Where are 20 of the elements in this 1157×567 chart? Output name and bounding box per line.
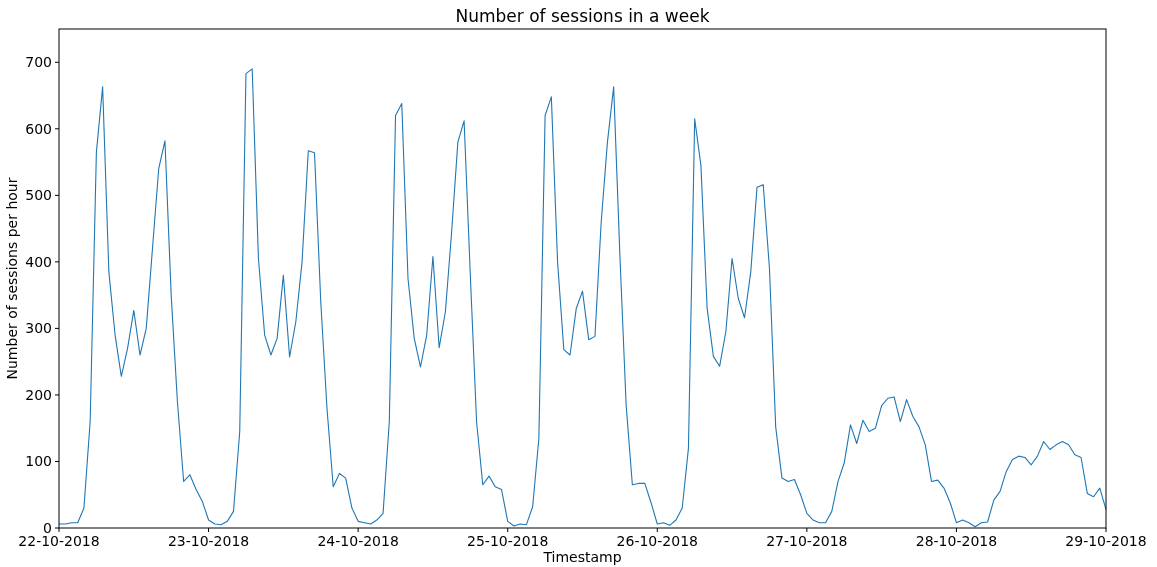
y-axis-title: Number of sessions per hour [4, 177, 20, 380]
y-tick-label: 100 [25, 453, 52, 470]
y-tick-label: 700 [25, 54, 52, 71]
y-tick-label: 200 [25, 386, 52, 403]
x-axis-title: Timestamp [542, 549, 622, 565]
y-tick-label: 400 [25, 253, 52, 270]
y-tick-label: 600 [25, 120, 52, 137]
y-tick-label: 0 [43, 519, 52, 536]
x-tick-label: 23-10-2018 [167, 533, 250, 549]
x-tick-label: 22-10-2018 [18, 533, 100, 549]
x-tick-label: 27-10-2018 [766, 533, 848, 549]
y-tick-label: 500 [25, 187, 52, 204]
y-tick-label: 300 [25, 320, 52, 337]
x-tick-label: 28-10-2018 [915, 533, 998, 549]
x-tick-label: 25-10-2018 [467, 533, 549, 549]
x-tick-label: 29-10-2018 [1065, 533, 1147, 549]
x-tick-label: 26-10-2018 [616, 533, 698, 549]
line-series [58, 68, 1107, 528]
x-tick-label: 24-10-2018 [317, 533, 399, 549]
chart-title: Number of sessions in a week [455, 6, 710, 26]
